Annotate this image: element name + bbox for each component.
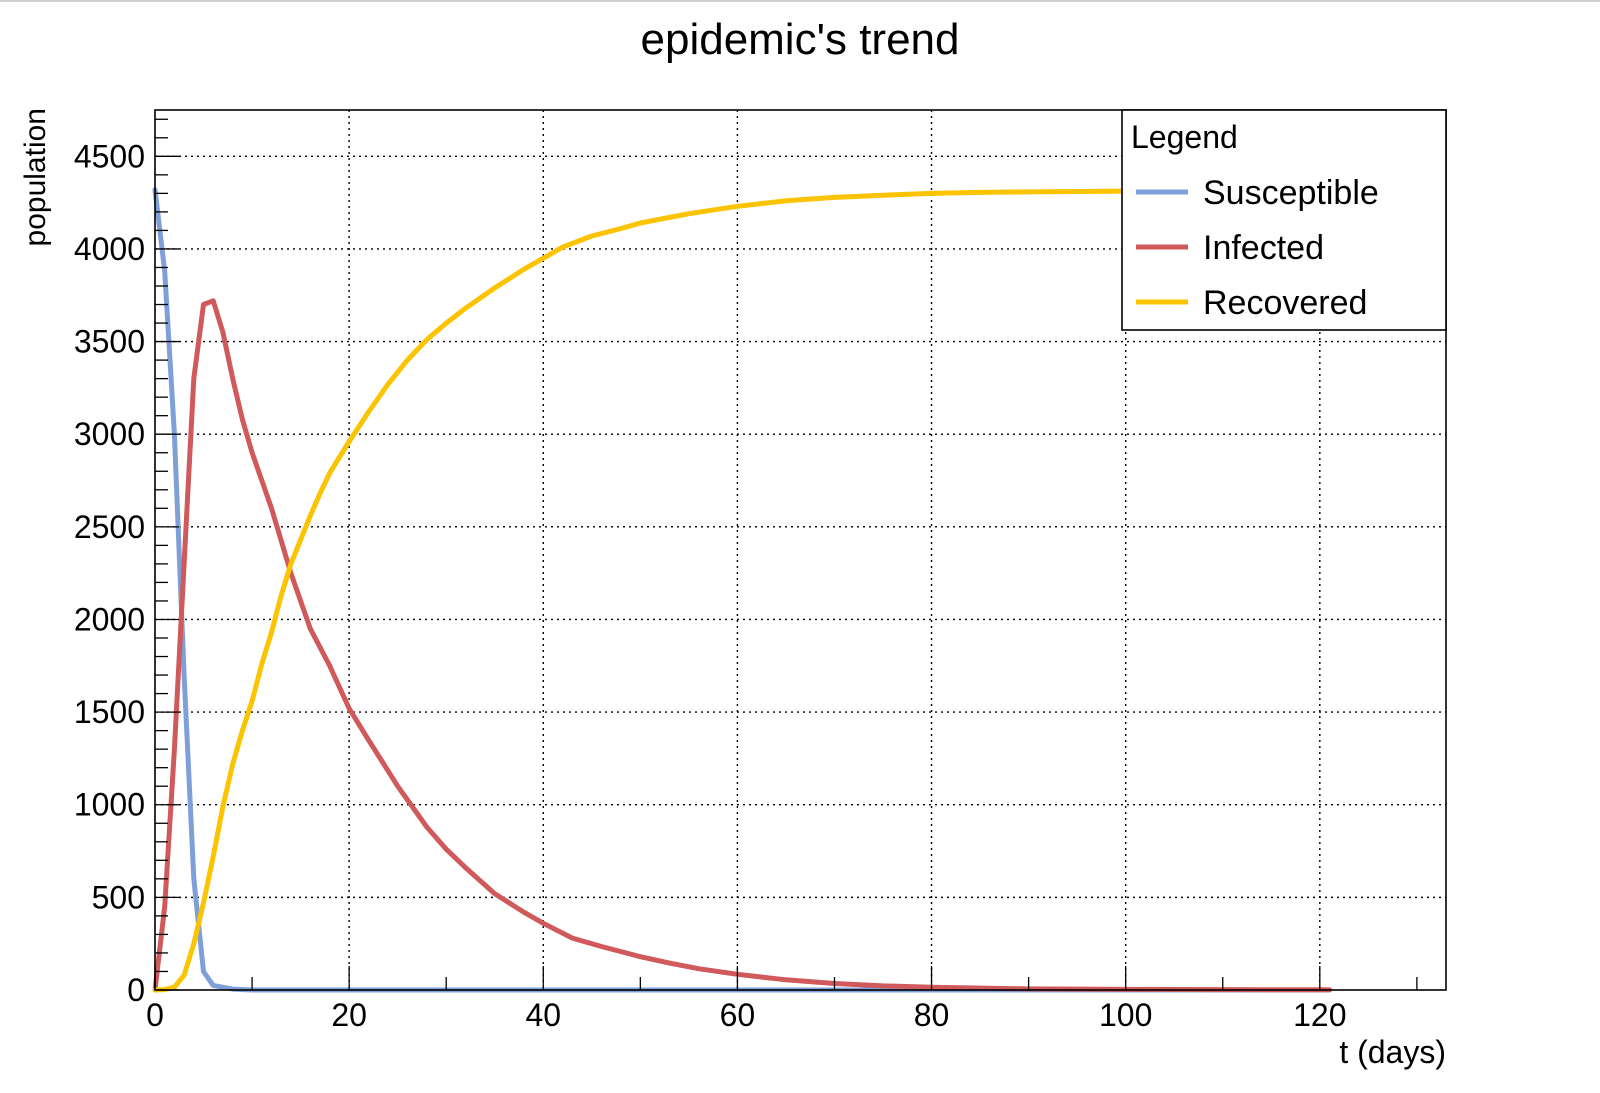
chart-title: epidemic's trend [641,15,960,64]
y-tick-label: 2000 [74,601,145,637]
y-tick-label: 3500 [74,324,145,360]
y-tick-label: 1000 [74,787,145,823]
grid-lines [155,110,1446,990]
x-tick-label: 60 [720,997,756,1033]
x-axis-label: t (days) [1339,1034,1446,1070]
y-tick-label: 0 [127,972,145,1008]
legend-label-infected: Infected [1203,229,1324,267]
y-tick-label: 4500 [74,138,145,174]
plot-frame [154,109,1447,991]
x-tick-label: 120 [1293,997,1346,1033]
series-line-infected [152,298,1332,993]
y-tick-label: 2500 [74,509,145,545]
legend-label-recovered: Recovered [1203,284,1367,322]
legend: Legend Susceptible Infected Recovered [1121,109,1447,331]
y-axis-label: population [19,108,52,246]
y-tick-label: 500 [92,879,145,915]
x-tick-label: 40 [525,997,561,1033]
axis-ticks: 0 20 40 60 80 100 120 0 500 1000 1500 2000 2500 3000 3… [74,118,1418,1033]
y-tick-label: 4000 [74,231,145,267]
x-tick-label: 0 [146,997,164,1033]
x-tick-label: 100 [1099,997,1152,1033]
y-tick-label: 1500 [74,694,145,730]
legend-label-susceptible: Susceptible [1203,174,1379,212]
x-tick-label: 80 [914,997,950,1033]
legend-box [1121,109,1447,331]
series-line-recovered [152,188,1332,993]
y-tick-label: 3000 [74,416,145,452]
x-tick-label: 20 [331,997,367,1033]
legend-title: Legend [1131,119,1238,155]
top-border-line [0,0,1600,2]
